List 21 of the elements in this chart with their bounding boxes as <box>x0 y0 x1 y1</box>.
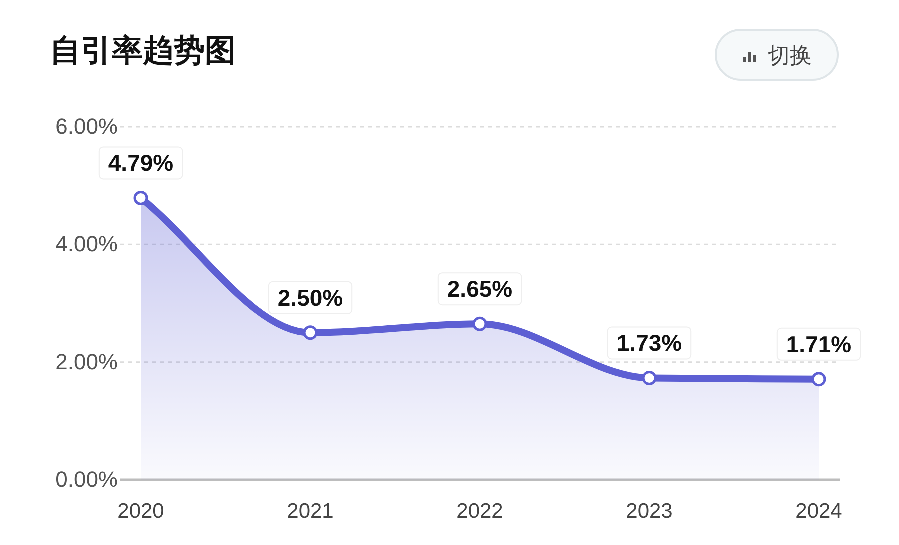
x-tick-label: 2021 <box>287 500 334 523</box>
data-label: 1.73% <box>616 330 682 356</box>
data-label: 1.73% <box>607 326 692 360</box>
data-label: 2.50% <box>268 281 353 314</box>
x-tick-label: 2022 <box>456 500 504 523</box>
x-tick-label: 2020 <box>118 500 164 523</box>
data-label: 2.65% <box>438 272 522 306</box>
x-tick-label: 2023 <box>626 500 673 523</box>
button: 切换 <box>715 29 839 81</box>
y-tick-label: 4.00% <box>56 232 118 257</box>
x-tick-label: 2024 <box>796 500 842 523</box>
data-label: 1.71% <box>776 328 862 361</box>
y-tick-label: 2.00% <box>56 349 118 374</box>
y-tick-label: 6.00% <box>56 114 118 139</box>
data-label: 2.65% <box>447 276 513 302</box>
data-label: 4.79% <box>98 146 184 180</box>
title: 自引率趋势图 <box>50 33 236 68</box>
data-label: 2.50% <box>278 284 344 311</box>
data-label: 1.71% <box>786 331 852 358</box>
data-label: 4.79% <box>108 150 174 176</box>
y-tick-label: 0.00% <box>56 467 118 492</box>
